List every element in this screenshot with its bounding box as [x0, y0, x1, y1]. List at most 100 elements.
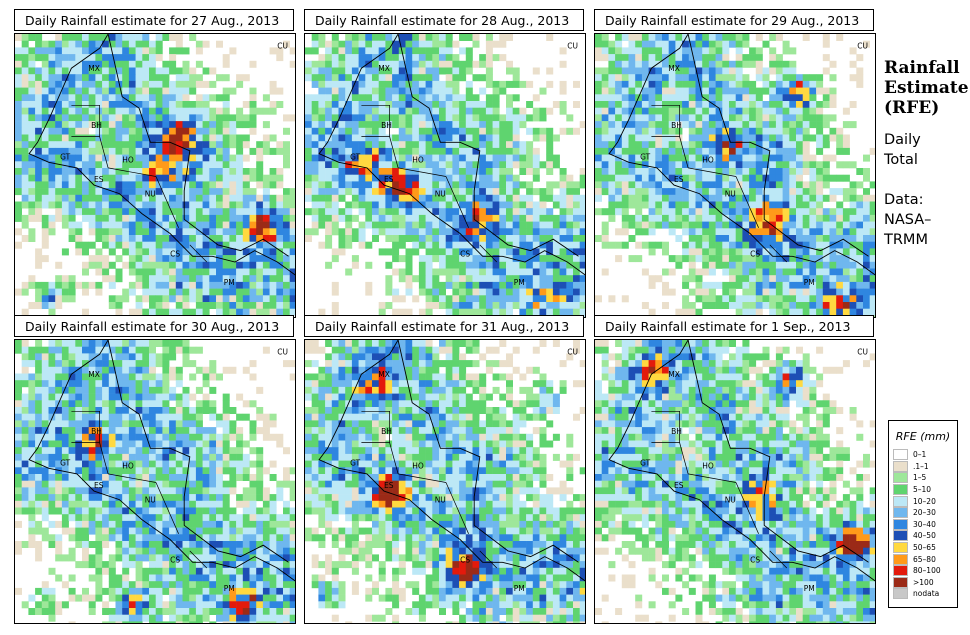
rainfall-cell	[128, 154, 136, 162]
rainfall-cell	[318, 114, 326, 122]
rainfall-cell	[21, 121, 29, 129]
rainfall-cell	[35, 107, 43, 115]
rainfall-cell	[492, 241, 500, 249]
rainfall-cell	[195, 121, 203, 129]
rainfall-cell	[21, 440, 29, 448]
rainfall-cell	[526, 214, 534, 222]
rainfall-cell	[202, 295, 210, 303]
rainfall-cell	[802, 295, 810, 303]
rainfall-cell	[459, 221, 467, 229]
rainfall-cell	[715, 107, 723, 115]
rainfall-cell	[635, 134, 643, 142]
rainfall-cell	[601, 121, 609, 129]
rainfall-cell	[283, 114, 290, 122]
rainfall-cell	[749, 288, 757, 296]
rainfall-cell	[789, 302, 797, 309]
rainfall-cell	[55, 440, 63, 448]
rainfall-cell	[195, 407, 203, 414]
rainfall-cell	[75, 80, 83, 88]
rainfall-cell	[675, 101, 683, 108]
rainfall-cell	[229, 168, 237, 175]
rainfall-cell	[742, 302, 750, 309]
rainfall-cell	[351, 40, 359, 48]
rainfall-cell	[122, 194, 130, 202]
rainfall-cell	[722, 94, 730, 102]
rainfall-cell	[262, 427, 270, 435]
rainfall-cell	[595, 40, 602, 48]
rainfall-cell	[775, 101, 783, 108]
rainfall-cell	[695, 141, 703, 149]
rainfall-cell	[452, 295, 460, 303]
rainfall-cell	[189, 107, 197, 115]
rainfall-cell	[762, 221, 770, 229]
rainfall-cell	[82, 87, 89, 95]
rainfall-cell	[48, 87, 56, 95]
rainfall-cell	[75, 141, 83, 149]
rainfall-cell	[35, 40, 43, 48]
rainfall-cell	[506, 308, 513, 316]
rainfall-cell	[445, 121, 453, 129]
rainfall-cell	[236, 214, 244, 222]
rainfall-cell	[149, 400, 156, 408]
rainfall-cell	[122, 161, 130, 169]
rainfall-cell	[702, 40, 710, 48]
rainfall-cell	[68, 74, 76, 82]
rainfall-cell	[318, 127, 326, 135]
rainfall-cell	[789, 134, 797, 142]
rainfall-cell	[445, 174, 453, 182]
rainfall-cell	[135, 346, 143, 354]
rainfall-cell	[675, 168, 683, 175]
rainfall-cell	[115, 366, 123, 374]
rainfall-cell	[539, 235, 547, 242]
rainfall-cell	[229, 181, 237, 189]
rainfall-cell	[675, 147, 683, 155]
rainfall-cell	[398, 34, 406, 41]
rainfall-cell	[485, 302, 493, 309]
rainfall-cell	[48, 168, 56, 175]
rainfall-cell	[595, 194, 602, 202]
country-label: GT	[350, 152, 361, 161]
rainfall-cell	[499, 221, 507, 229]
rainfall-cell	[88, 214, 96, 222]
rainfall-cell	[135, 400, 143, 408]
rainfall-cell	[358, 101, 366, 108]
rainfall-cell	[559, 214, 567, 222]
rainfall-cell	[789, 288, 797, 296]
rainfall-cell	[209, 94, 217, 102]
rainfall-cell	[601, 107, 609, 115]
rainfall-cell	[128, 188, 136, 196]
rainfall-cell	[816, 248, 824, 256]
rainfall-cell	[149, 107, 156, 115]
rainfall-cell	[128, 413, 136, 421]
rainfall-cell	[769, 161, 777, 169]
rainfall-cell	[702, 34, 710, 41]
rainfall-cell	[398, 168, 406, 175]
rainfall-cell	[668, 134, 676, 142]
rainfall-cell	[283, 141, 290, 149]
rainfall-cell	[816, 121, 824, 129]
rainfall-cell	[75, 107, 83, 115]
rainfall-cell	[688, 302, 696, 309]
rainfall-cell	[222, 295, 230, 303]
rainfall-cell	[162, 201, 170, 209]
rainfall-cell	[15, 114, 22, 122]
rainfall-cell	[55, 420, 63, 428]
rainfall-cell	[695, 255, 703, 263]
rainfall-cell	[532, 208, 540, 216]
rainfall-cell	[418, 275, 426, 283]
rainfall-cell	[142, 34, 150, 41]
rainfall-cell	[722, 34, 730, 41]
rainfall-cell	[149, 413, 156, 421]
rainfall-cell	[492, 161, 500, 169]
rainfall-cell	[155, 174, 163, 182]
rainfall-cell	[432, 54, 440, 62]
rainfall-cell	[472, 121, 480, 129]
rainfall-cell	[182, 188, 190, 196]
rainfall-cell	[532, 261, 540, 269]
rainfall-cell	[48, 154, 56, 162]
rainfall-cell	[318, 67, 326, 75]
coastline	[608, 34, 875, 276]
rainfall-cell	[485, 154, 493, 162]
rainfall-cell	[209, 221, 217, 229]
rainfall-cell	[115, 74, 123, 82]
